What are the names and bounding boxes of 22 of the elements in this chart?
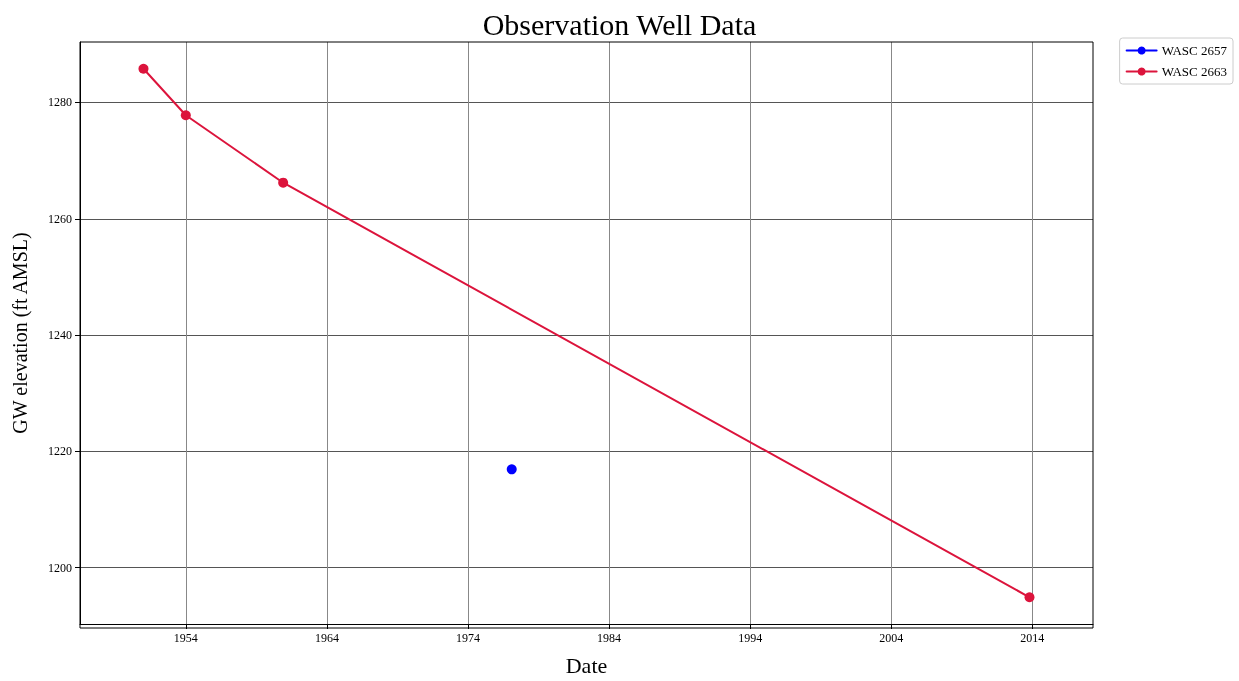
x-tick-label: 1954 — [173, 631, 198, 645]
point — [1024, 592, 1035, 603]
x-axis-title: Date — [565, 652, 608, 678]
point — [278, 177, 289, 188]
x-tick-label: 1984 — [597, 631, 622, 645]
y-tick-label: 1240 — [48, 328, 72, 343]
point — [506, 464, 517, 475]
x-tick-label: 1994 — [738, 631, 763, 645]
chart-title: Observation Well Data — [482, 7, 757, 41]
y-axis-title: GW elevation (ft AMSL) — [9, 232, 32, 434]
y-tick-label: 1220 — [48, 444, 72, 459]
point — [138, 63, 149, 74]
point — [180, 110, 191, 121]
y-tick-label: 1280 — [48, 95, 72, 110]
x-tick-label: 2014 — [1020, 631, 1045, 645]
y-tick-label: 1260 — [48, 211, 72, 226]
x-tick-label: 1974 — [455, 631, 480, 645]
y-tick-label: 1200 — [48, 560, 72, 575]
legend-label: WASC 2657 — [1161, 43, 1228, 58]
x-tick-label: 2004 — [879, 631, 904, 645]
x-tick-label: 1964 — [314, 631, 339, 645]
legend-label: WASC 2663 — [1161, 64, 1228, 79]
